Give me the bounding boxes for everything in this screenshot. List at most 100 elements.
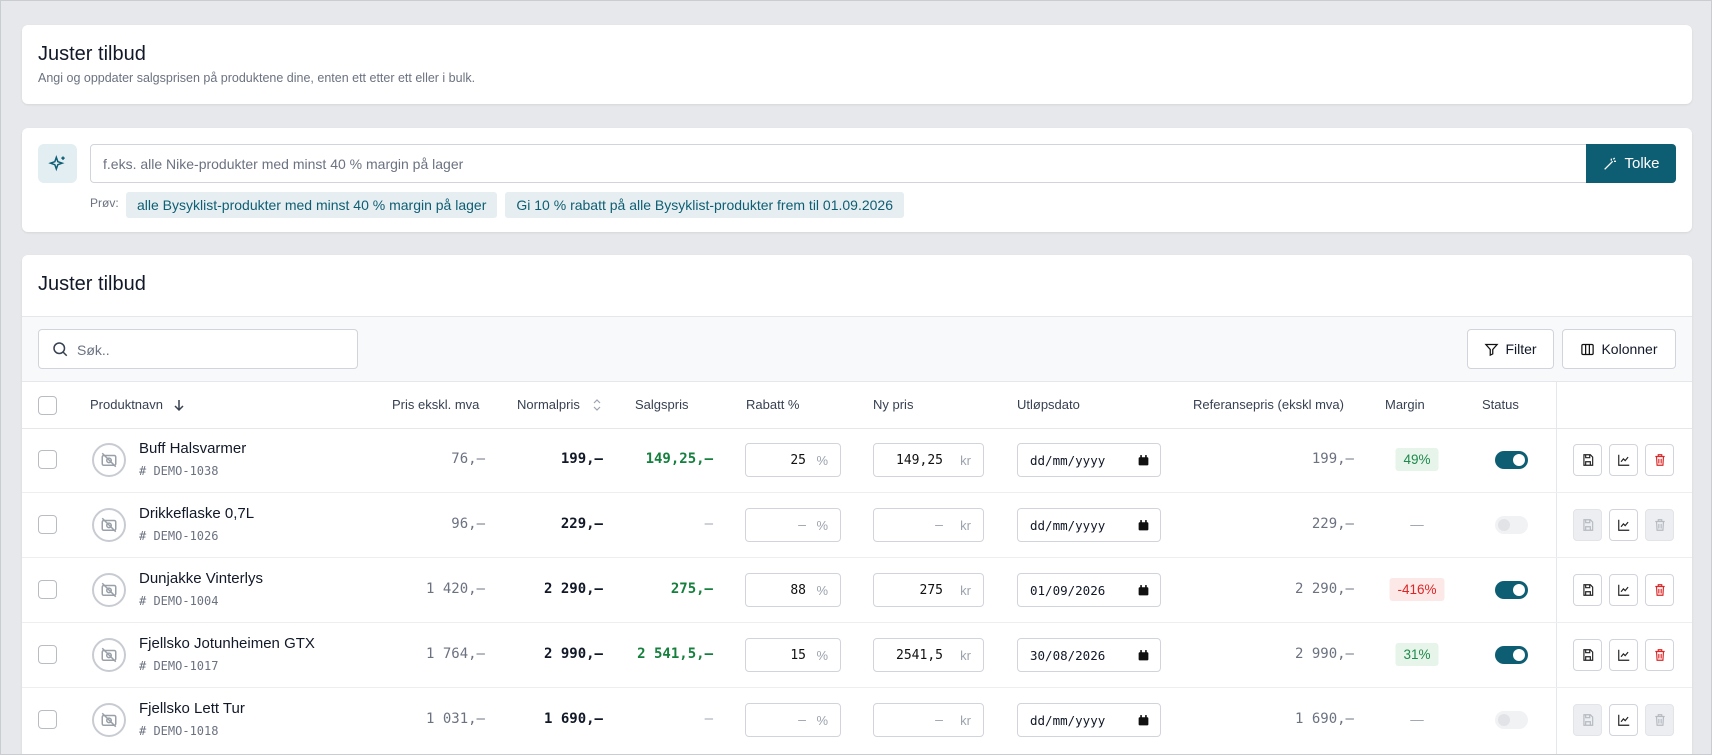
try-label: Prøv: (90, 196, 119, 210)
sale-price: 275,– (670, 581, 713, 597)
cost-price: 76,– (451, 451, 485, 467)
column-header: Ny pris (873, 397, 914, 412)
row-rule (22, 557, 1692, 558)
columns-button[interactable]: Kolonner (1562, 329, 1676, 369)
history-button[interactable] (1609, 704, 1638, 736)
new-price-input-value: 2541,5 (896, 648, 943, 663)
product-sku: # DEMO-1017 (139, 659, 219, 673)
interpret-button[interactable]: Tolke (1586, 144, 1676, 183)
row-checkbox[interactable] (38, 450, 57, 469)
expiry-input[interactable]: dd/mm/yyyy (1017, 508, 1161, 542)
select-all[interactable] (38, 396, 57, 415)
toggle-knob (1513, 454, 1525, 466)
save-button[interactable] (1573, 574, 1602, 606)
discount-input[interactable]: 25% (745, 443, 841, 477)
header-rule (22, 428, 1692, 429)
row-rule (22, 622, 1692, 623)
save-button[interactable] (1573, 509, 1602, 541)
product-image (92, 573, 126, 607)
new-price-input[interactable]: 275 kr (873, 573, 984, 607)
row-checkbox[interactable] (38, 710, 57, 729)
product-image (92, 703, 126, 737)
status-toggle[interactable] (1495, 646, 1528, 664)
delete-button[interactable] (1645, 509, 1674, 541)
new-price-input-unit: kr (960, 518, 971, 533)
history-button[interactable] (1609, 639, 1638, 671)
column-header[interactable]: Normalpris (517, 397, 580, 412)
sale-price: 2 541,5,– (637, 646, 713, 662)
new-price-input[interactable]: 149,25 kr (873, 443, 984, 477)
delete-button[interactable] (1645, 444, 1674, 476)
calendar-icon (1138, 650, 1149, 661)
status-toggle[interactable] (1495, 516, 1528, 534)
product-name: Fjellsko Jotunheimen GTX (139, 635, 315, 652)
expiry-input[interactable]: 30/08/2026 (1017, 638, 1161, 672)
delete-button[interactable] (1645, 574, 1674, 606)
delete-button[interactable] (1645, 704, 1674, 736)
history-button[interactable] (1609, 509, 1638, 541)
calendar-icon (1138, 585, 1149, 596)
calendar-icon (1138, 455, 1149, 466)
row-checkbox[interactable] (38, 645, 57, 664)
product-name: Fjellsko Lett Tur (139, 700, 245, 717)
page-title: Juster tilbud (38, 43, 146, 65)
reference-price: 199,– (1311, 451, 1354, 467)
discount-input-unit: % (816, 648, 828, 663)
new-price-input-unit: kr (960, 648, 971, 663)
row-checkbox[interactable] (38, 515, 57, 534)
status-toggle[interactable] (1495, 451, 1528, 469)
product-sku: # DEMO-1018 (139, 724, 219, 738)
discount-input[interactable]: —% (745, 508, 841, 542)
status-toggle[interactable] (1495, 711, 1528, 729)
save-button[interactable] (1573, 444, 1602, 476)
expiry-input[interactable]: dd/mm/yyyy (1017, 443, 1161, 477)
discount-input[interactable]: —% (745, 703, 841, 737)
expiry-input[interactable]: 01/09/2026 (1017, 573, 1161, 607)
discount-input[interactable]: 15% (745, 638, 841, 672)
filter-button[interactable]: Filter (1467, 329, 1554, 369)
discount-input[interactable]: 88% (745, 573, 841, 607)
new-price-input-unit: kr (960, 583, 971, 598)
interpret-label: Tolke (1624, 155, 1660, 172)
discount-input-unit: % (816, 453, 828, 468)
filter-label: Filter (1505, 341, 1537, 357)
margin-badge: 31% (1395, 643, 1439, 666)
expiry-input[interactable]: dd/mm/yyyy (1017, 703, 1161, 737)
delete-button[interactable] (1645, 639, 1674, 671)
prompt-input[interactable]: f.eks. alle Nike-produkter med minst 40 … (90, 144, 1588, 183)
column-header: Status (1482, 397, 1519, 412)
toggle-knob (1498, 714, 1510, 726)
discount-input-unit: % (816, 713, 828, 728)
reference-price: 1 690,– (1294, 711, 1354, 727)
history-button[interactable] (1609, 574, 1638, 606)
history-button[interactable] (1609, 444, 1638, 476)
margin-badge: -416% (1389, 578, 1445, 601)
cost-price: 96,– (451, 516, 485, 532)
discount-input-value: — (798, 518, 806, 533)
product-image (92, 443, 126, 477)
status-toggle[interactable] (1495, 581, 1528, 599)
save-button[interactable] (1573, 639, 1602, 671)
margin-badge: — (1410, 517, 1424, 532)
cost-price: 1 420,– (425, 581, 485, 597)
column-header[interactable]: Produktnavn (90, 397, 163, 412)
save-button[interactable] (1573, 704, 1602, 736)
new-price-input[interactable]: — kr (873, 703, 984, 737)
page-subtitle: Angi og oppdater salgsprisen på produkte… (38, 71, 476, 85)
new-price-input-unit: kr (960, 453, 971, 468)
row-checkbox[interactable] (38, 580, 57, 599)
suggestion-chip[interactable]: Gi 10 % rabatt på alle Bysyklist-produkt… (505, 192, 905, 218)
product-name: Drikkeflaske 0,7L (139, 505, 255, 522)
table-title: Juster tilbud (38, 273, 146, 295)
suggestions: alle Bysyklist-produkter med minst 40 % … (126, 192, 905, 218)
suggestion-chip[interactable]: alle Bysyklist-produkter med minst 40 % … (126, 192, 498, 218)
new-price-input[interactable]: — kr (873, 508, 984, 542)
discount-input-unit: % (816, 518, 828, 533)
search-placeholder: Søk.. (77, 342, 110, 358)
sale-price: — (704, 711, 713, 727)
normal-price: 2 290,– (543, 581, 603, 597)
new-price-input[interactable]: 2541,5 kr (873, 638, 984, 672)
column-header[interactable]: Pris ekskl. mva (392, 397, 480, 412)
sale-price: 149,25,– (645, 451, 713, 467)
search-input[interactable]: Søk.. (38, 329, 358, 369)
